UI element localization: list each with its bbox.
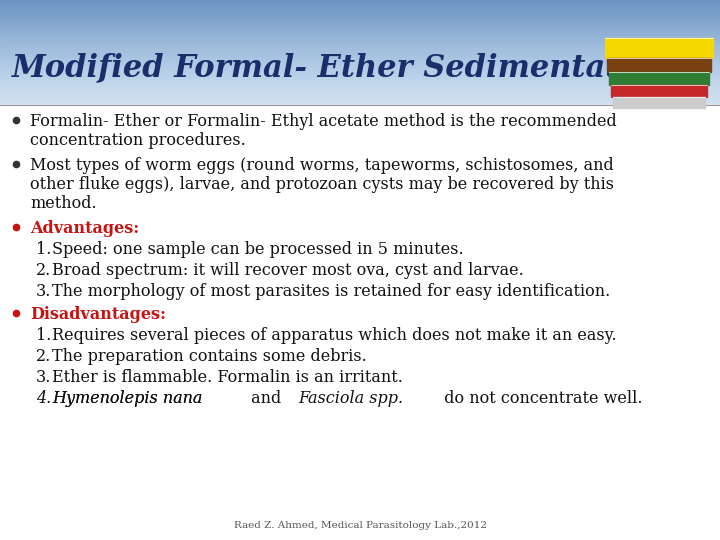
- Bar: [0, 2, 720, 5]
- Bar: [0, 57, 720, 59]
- Bar: [0, 25, 720, 28]
- Bar: [0, 23, 720, 26]
- Bar: [0, 103, 720, 105]
- Bar: [0, 90, 720, 93]
- Bar: [0, 59, 720, 62]
- Text: Speed: one sample can be processed in 5 minutes.: Speed: one sample can be processed in 5 …: [52, 241, 464, 258]
- Bar: [0, 6, 720, 9]
- Bar: [0, 0, 720, 3]
- Text: Formalin- Ether or Formalin- Ethyl acetate method is the recommended: Formalin- Ether or Formalin- Ethyl aceta…: [30, 113, 617, 130]
- Text: Raed Z. Ahmed, Medical Parasitology Lab.,2012: Raed Z. Ahmed, Medical Parasitology Lab.…: [233, 521, 487, 530]
- Text: 4.: 4.: [36, 390, 51, 407]
- Text: and: and: [246, 390, 287, 407]
- Text: The preparation contains some debris.: The preparation contains some debris.: [52, 348, 366, 365]
- Bar: [0, 61, 720, 64]
- Text: Broad spectrum: it will recover most ova, cyst and larvae.: Broad spectrum: it will recover most ova…: [52, 262, 523, 279]
- Bar: [0, 4, 720, 7]
- Text: Fasciola spp.: Fasciola spp.: [298, 390, 403, 407]
- Bar: [0, 88, 720, 91]
- Bar: [0, 105, 720, 540]
- Text: 1.: 1.: [36, 241, 51, 258]
- Bar: [0, 42, 720, 45]
- Bar: [0, 19, 720, 22]
- Bar: [0, 33, 720, 36]
- Bar: [0, 40, 720, 43]
- Text: Disadvantages:: Disadvantages:: [30, 306, 166, 323]
- Text: Most types of worm eggs (round worms, tapeworms, schistosomes, and: Most types of worm eggs (round worms, ta…: [30, 157, 613, 174]
- Bar: [0, 31, 720, 34]
- Bar: [0, 78, 720, 80]
- Bar: [0, 73, 720, 76]
- Text: Modified Formal- Ether Sedimentation: Modified Formal- Ether Sedimentation: [12, 52, 675, 84]
- Bar: [0, 21, 720, 24]
- Bar: [0, 38, 720, 40]
- Bar: [0, 28, 720, 30]
- Text: Hymenolepis nana: Hymenolepis nana: [52, 390, 202, 407]
- Bar: [0, 15, 720, 17]
- Text: 2.: 2.: [36, 348, 51, 365]
- Bar: [0, 50, 720, 53]
- Bar: [0, 48, 720, 51]
- Bar: [0, 76, 720, 78]
- Bar: [0, 36, 720, 38]
- Bar: [0, 65, 720, 68]
- Text: Requires several pieces of apparatus which does not make it an easy.: Requires several pieces of apparatus whi…: [52, 327, 616, 344]
- Bar: [613, 97, 705, 108]
- Text: other fluke eggs), larvae, and protozoan cysts may be recovered by this: other fluke eggs), larvae, and protozoan…: [30, 176, 614, 193]
- Bar: [0, 80, 720, 83]
- Bar: [0, 17, 720, 19]
- Bar: [607, 58, 711, 72]
- Bar: [0, 9, 720, 11]
- Bar: [0, 29, 720, 32]
- Bar: [0, 86, 720, 89]
- Bar: [0, 46, 720, 49]
- Bar: [0, 82, 720, 84]
- Text: The morphology of most parasites is retained for easy identification.: The morphology of most parasites is reta…: [52, 283, 611, 300]
- Text: 1.: 1.: [36, 327, 51, 344]
- Text: 2.: 2.: [36, 262, 51, 279]
- Bar: [0, 71, 720, 74]
- Bar: [0, 84, 720, 86]
- Bar: [0, 101, 720, 103]
- Bar: [0, 69, 720, 72]
- Bar: [0, 67, 720, 70]
- Text: 3.: 3.: [36, 283, 51, 300]
- Bar: [0, 63, 720, 65]
- Bar: [0, 94, 720, 97]
- Bar: [611, 85, 707, 97]
- Text: Advantages:: Advantages:: [30, 220, 139, 237]
- Text: do not concentrate well.: do not concentrate well.: [433, 390, 642, 407]
- Bar: [605, 38, 713, 58]
- Text: Hymenolepis nana: Hymenolepis nana: [52, 390, 202, 407]
- Bar: [0, 44, 720, 46]
- Text: 3.: 3.: [36, 369, 51, 386]
- Text: concentration procedures.: concentration procedures.: [30, 132, 246, 149]
- Bar: [0, 10, 720, 13]
- Bar: [0, 92, 720, 95]
- Bar: [0, 99, 720, 102]
- Bar: [609, 72, 709, 85]
- Text: method.: method.: [30, 195, 96, 212]
- Bar: [0, 52, 720, 55]
- Bar: [0, 55, 720, 57]
- Text: Ether is flammable. Formalin is an irritant.: Ether is flammable. Formalin is an irrit…: [52, 369, 403, 386]
- Bar: [0, 97, 720, 99]
- Bar: [0, 12, 720, 15]
